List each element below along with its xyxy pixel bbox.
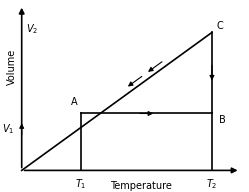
Text: B: B: [219, 115, 226, 125]
Text: C: C: [217, 21, 223, 31]
Text: $V_2$: $V_2$: [26, 22, 39, 36]
Text: $V_1$: $V_1$: [2, 122, 14, 136]
Text: Volume: Volume: [7, 49, 17, 85]
Text: A: A: [71, 97, 77, 107]
Text: $T_2$: $T_2$: [206, 177, 218, 191]
Text: Temperature: Temperature: [110, 181, 172, 191]
Text: $T_1$: $T_1$: [75, 177, 87, 191]
